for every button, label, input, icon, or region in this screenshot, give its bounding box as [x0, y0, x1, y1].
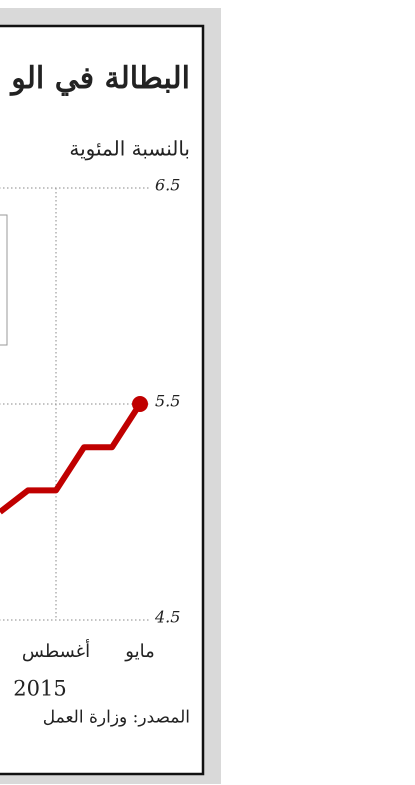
chart-title: البطالة في الو [9, 61, 190, 96]
annotation-box [0, 214, 8, 346]
y-tick-label: 6.5 [155, 176, 180, 195]
x-tick-label: مايو [124, 641, 154, 662]
chart-frame [0, 24, 205, 776]
year-label: 2015 [13, 677, 66, 701]
x-tick-label: أغسطس [22, 639, 90, 662]
source: المصدر: وزارة العمل [43, 708, 190, 728]
y-tick-label: 4.5 [154, 608, 180, 627]
chart-subtitle: بالنسبة المئوية [69, 137, 190, 161]
data-line [0, 402, 143, 515]
end-dot [132, 396, 148, 412]
y-tick-label: 5.5 [155, 392, 180, 411]
